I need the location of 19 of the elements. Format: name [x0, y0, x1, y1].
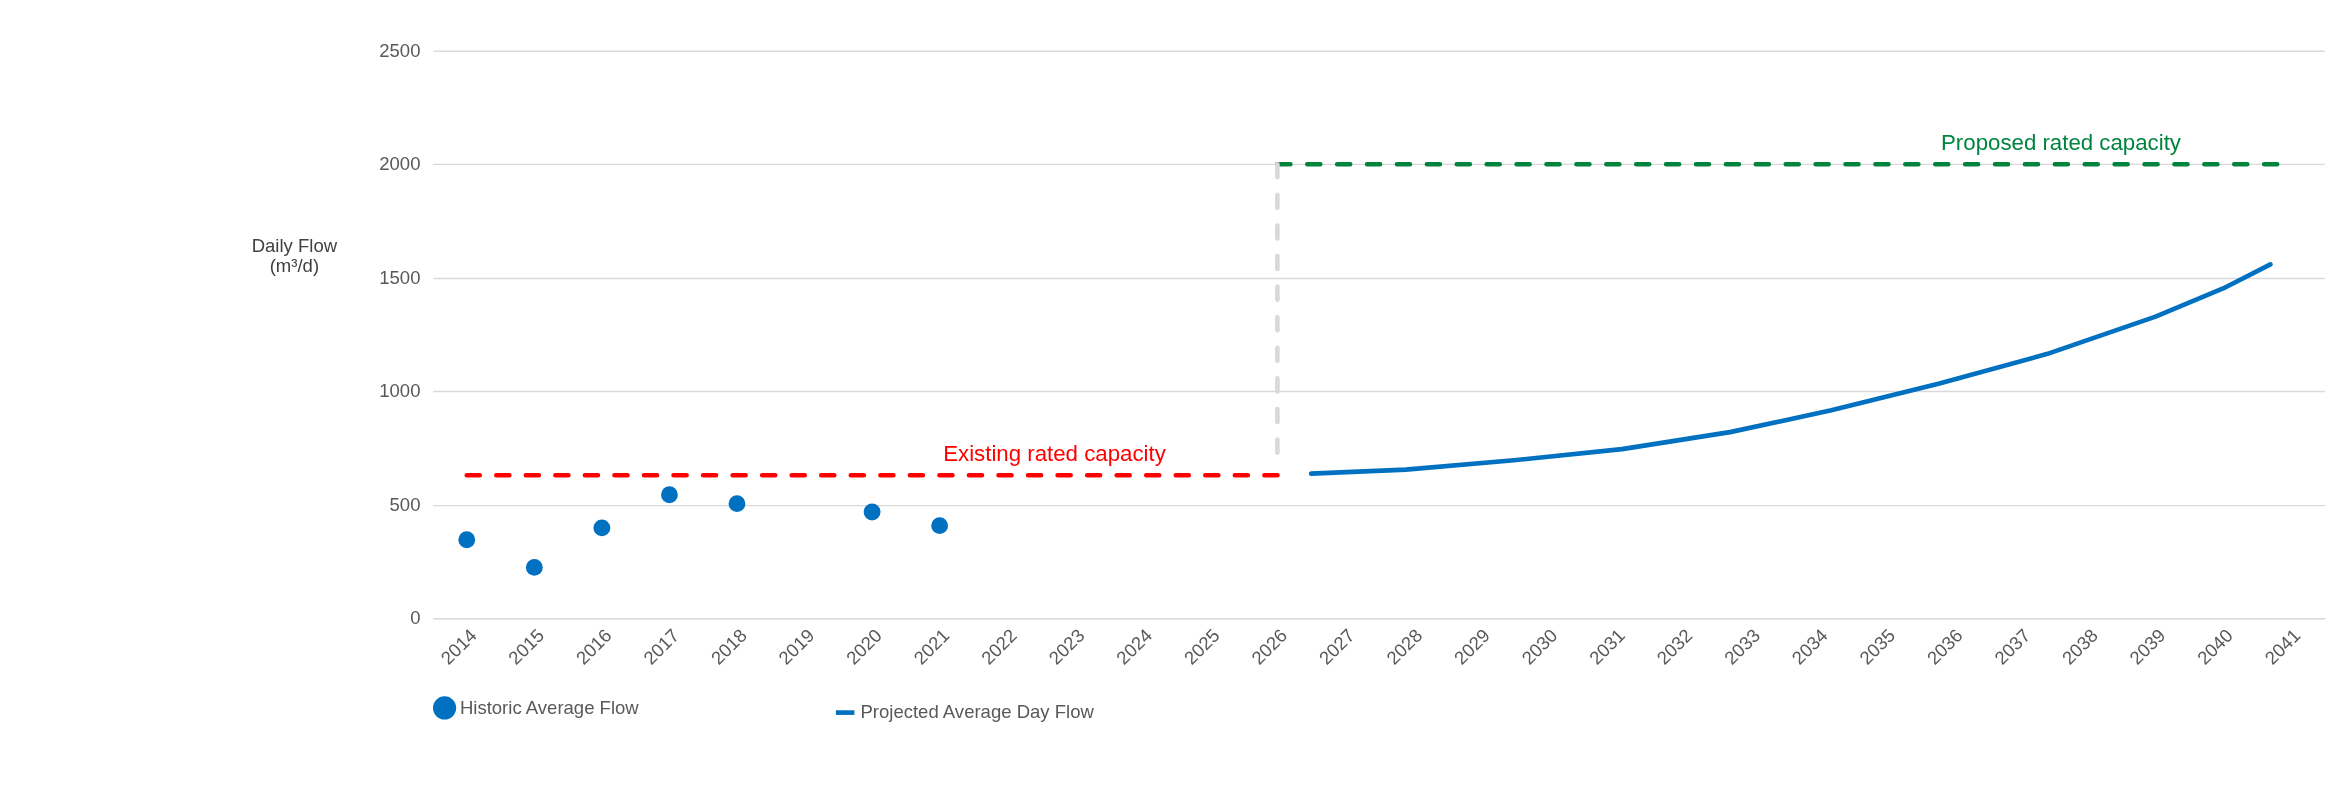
y-tick-label: 0 [410, 607, 421, 629]
point [931, 517, 949, 535]
y-tick-label: 1000 [379, 380, 421, 402]
point [661, 486, 678, 504]
point [525, 559, 543, 576]
point [728, 495, 746, 513]
point [863, 503, 881, 521]
legend-label: Projected Average Day Flow [860, 701, 1095, 723]
y-tick-label: 2000 [379, 153, 421, 175]
y-tick-label: 500 [389, 493, 421, 515]
y-tick-label: 1500 [379, 266, 421, 288]
y-tick-label: 2500 [379, 39, 421, 61]
line-series [1308, 262, 2273, 476]
point [458, 531, 476, 549]
point [593, 519, 611, 537]
legend-label: Historic Average Flow [459, 696, 640, 718]
annotation: Existing rated capacity [943, 441, 1167, 467]
annotation: Proposed rated capacity [1941, 130, 2182, 156]
y-axis-title: Daily Flow (m³/d) [251, 234, 338, 276]
